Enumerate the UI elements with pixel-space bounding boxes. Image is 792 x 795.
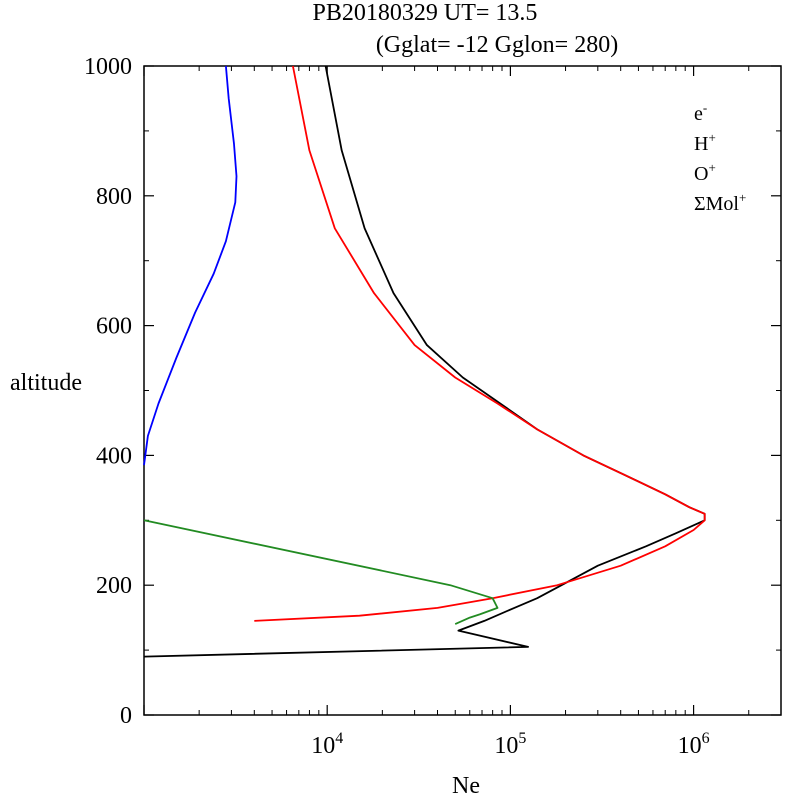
series-line-1 (143, 65, 238, 466)
x-tick-label-exp: 4 (335, 730, 343, 747)
legend-entry: ΣMol+ (694, 190, 746, 215)
series-line-3 (143, 519, 499, 625)
x-tick-label-base: 10 (494, 733, 518, 759)
x-tick-label-base: 10 (311, 733, 335, 759)
legend-entry-name: O (694, 163, 708, 185)
chart-title-line2: (Gglat= -12 Gglon= 280) (376, 32, 618, 58)
legend-entry-name: e (694, 103, 703, 125)
legend-entry: O+ (694, 160, 716, 185)
series-line-2 (254, 65, 706, 622)
y-tick-label: 0 (120, 703, 132, 729)
y-tick-label: 600 (96, 314, 132, 340)
x-tick-label: 105 (494, 730, 526, 759)
legend-entry-sup: + (708, 130, 715, 145)
x-tick-label-base: 10 (678, 733, 702, 759)
x-axis: 104 105 106 (143, 66, 782, 759)
legend-entry: H+ (694, 130, 716, 155)
legend-entry-sup: + (708, 160, 715, 175)
legend-entry-name: H (694, 133, 708, 155)
y-axis: 0 200 400 600 800 1000 (84, 54, 781, 729)
chart-title-line1: PB20180329 UT= 13.5 (313, 0, 538, 26)
x-tick-label: 104 (311, 730, 343, 759)
legend-entry-sup: - (703, 100, 707, 115)
x-tick-label-exp: 6 (702, 730, 710, 747)
y-tick-label: 1000 (84, 54, 132, 80)
series-group (143, 65, 706, 658)
legend-entry: e- (694, 100, 707, 125)
plot-frame (143, 65, 782, 716)
y-tick-label: 200 (96, 573, 132, 599)
legend-entry-name: ΣMol (694, 193, 739, 215)
y-axis-label: altitude (10, 370, 82, 396)
y-tick-label: 800 (96, 184, 132, 210)
legend-entry-sup: + (739, 190, 746, 205)
x-axis-label: Ne (452, 773, 480, 795)
y-tick-label: 400 (96, 443, 132, 469)
x-tick-label: 106 (678, 730, 710, 759)
x-tick-label-exp: 5 (518, 730, 526, 747)
legend: e-H+O+ΣMol+ (694, 100, 746, 215)
series-line-0 (143, 65, 706, 658)
